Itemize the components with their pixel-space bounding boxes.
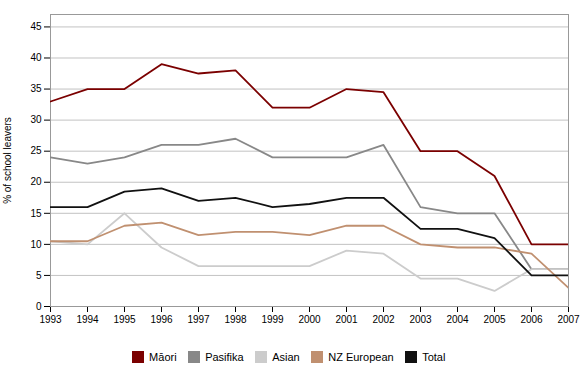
svg-text:1997: 1997 (187, 314, 210, 325)
svg-text:5: 5 (36, 270, 42, 281)
html-text:Total: Total (422, 350, 446, 363)
html-text:Asian: Asian (272, 350, 300, 363)
svg-text:35: 35 (30, 83, 42, 94)
svg-text:2004: 2004 (446, 314, 469, 325)
svg-text:2001: 2001 (335, 314, 358, 325)
svg-text:1993: 1993 (39, 314, 62, 325)
svg-text:20: 20 (30, 176, 42, 187)
svg-text:2003: 2003 (409, 314, 432, 325)
html-text:Māori: Māori (149, 350, 177, 363)
svg-text:2007: 2007 (557, 314, 580, 325)
svg-text:1996: 1996 (150, 314, 173, 325)
html-text:NZ European: NZ European (328, 350, 394, 363)
html-text:Pasifika: Pasifika (205, 350, 244, 363)
svg-text:2005: 2005 (483, 314, 506, 325)
svg-text:15: 15 (30, 208, 42, 219)
svg-text:2006: 2006 (520, 314, 543, 325)
svg-text:% of school leavers: % of school leavers (2, 117, 13, 204)
svg-text:1994: 1994 (76, 314, 99, 325)
svg-text:2002: 2002 (372, 314, 395, 325)
svg-text:0: 0 (36, 301, 42, 312)
svg-text:45: 45 (30, 21, 42, 32)
svg-text:1999: 1999 (261, 314, 284, 325)
svg-text:40: 40 (30, 52, 42, 63)
svg-text:30: 30 (30, 114, 42, 125)
svg-text:1998: 1998 (224, 314, 247, 325)
svg-text:2000: 2000 (298, 314, 321, 325)
svg-text:25: 25 (30, 145, 42, 156)
svg-text:1995: 1995 (113, 314, 136, 325)
svg-text:10: 10 (30, 239, 42, 250)
